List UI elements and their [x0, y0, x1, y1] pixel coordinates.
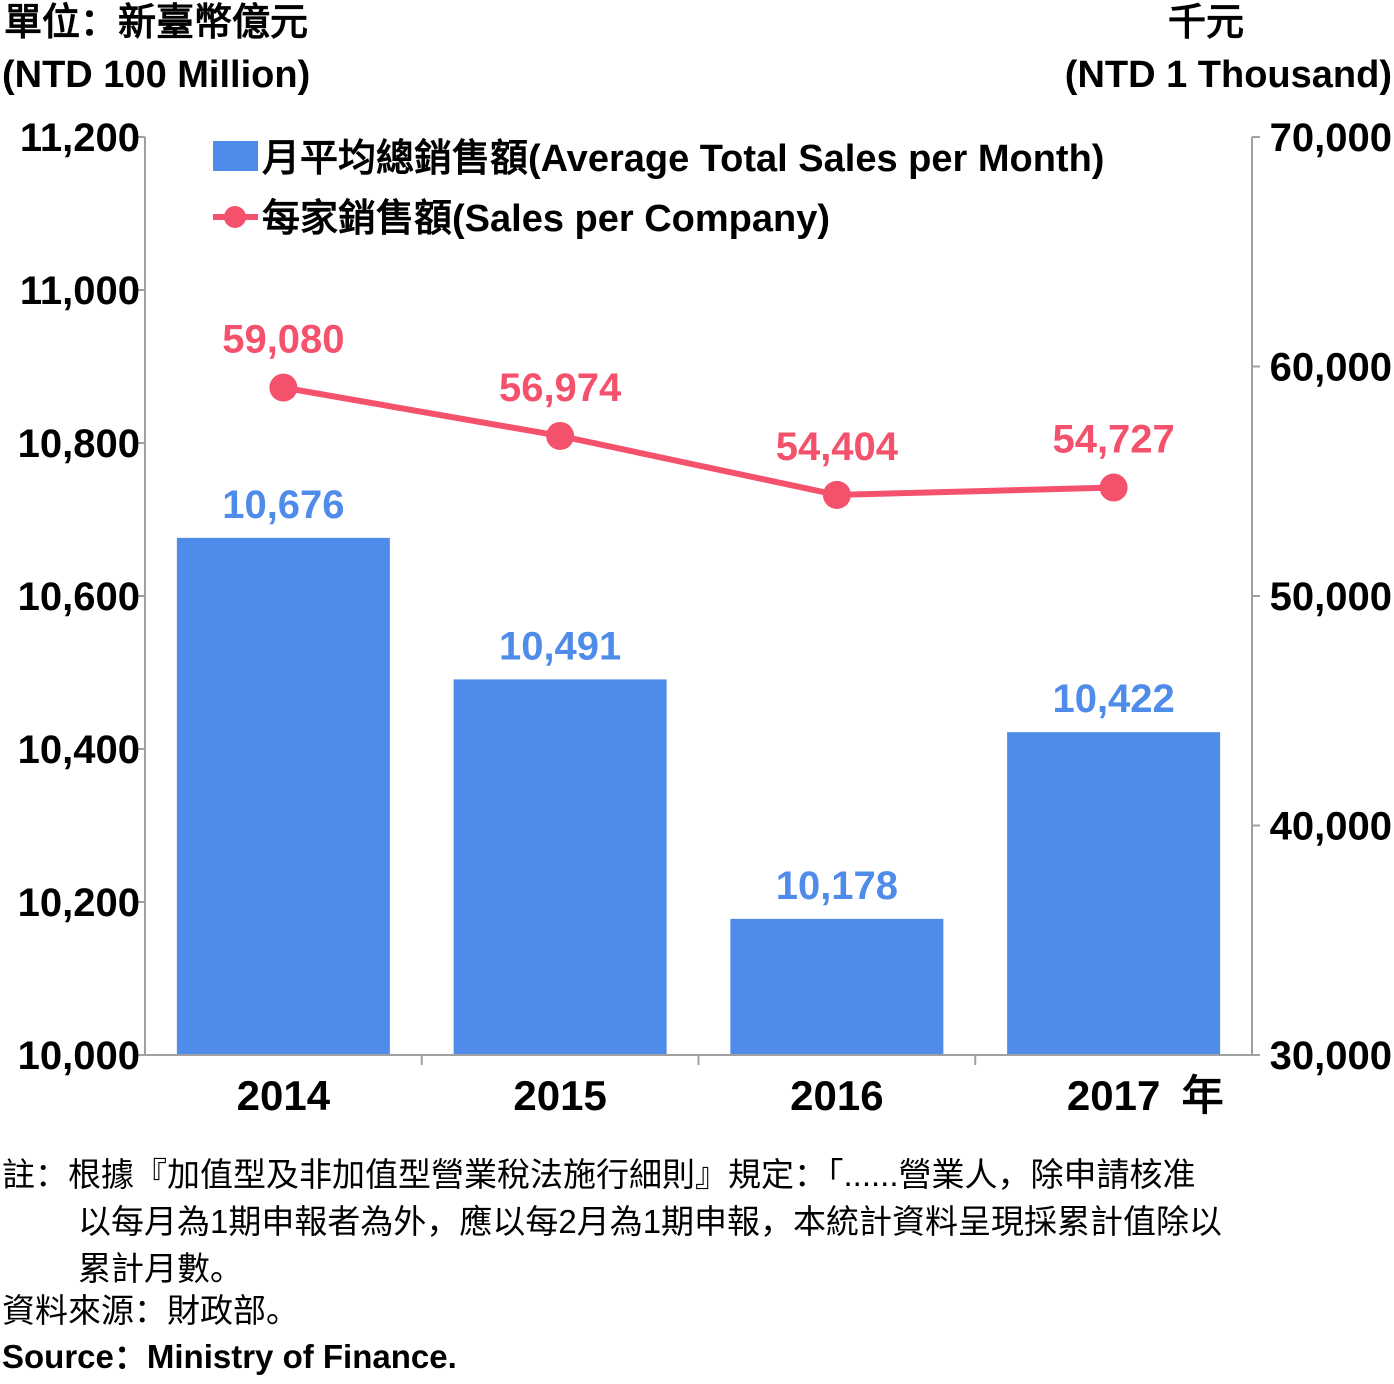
line-data-label: 54,404: [776, 425, 899, 469]
right-axis-unit-zh: 千元: [1167, 2, 1244, 44]
right-axis-tick-label: 70,000: [1270, 116, 1392, 160]
left-axis-tick-label: 10,400: [18, 728, 140, 772]
left-axis-tick-label: 10,200: [18, 881, 140, 925]
x-axis-category-label: 2015: [513, 1072, 606, 1119]
bar: [730, 918, 944, 1055]
bar-data-label: 10,178: [776, 864, 898, 908]
line-data-label: 54,727: [1052, 418, 1174, 462]
left-axis-tick-label: 10,000: [18, 1034, 140, 1078]
footnote-line-1: 註：根據『加值型及非加值型營業稅法施行細則』規定：「......營業人，除申請核…: [2, 1156, 1196, 1193]
legend-line-label: 每家銷售額(Sales per Company): [262, 198, 830, 240]
bar-data-label: 10,491: [499, 624, 621, 668]
right-axis-tick-label: 60,000: [1270, 346, 1392, 390]
line-point: [822, 480, 851, 509]
bar: [176, 537, 390, 1055]
right-axis-tick-label: 50,000: [1270, 575, 1392, 619]
right-axis-tick-label: 30,000: [1270, 1034, 1392, 1078]
left-axis-tick-label: 10,600: [18, 575, 140, 619]
source-en: Source：Ministry of Finance.: [2, 1338, 457, 1375]
source-zh: 資料來源：財政部。: [2, 1292, 299, 1329]
left-axis-unit-zh: 單位：新臺幣億元: [4, 2, 309, 44]
left-axis-unit-en: (NTD 100 Million): [2, 54, 311, 96]
line-point: [269, 373, 298, 402]
x-axis-unit-label: 年: [1182, 1072, 1224, 1119]
line-data-label: 56,974: [499, 366, 622, 410]
line-series: [282, 384, 1114, 498]
line-point: [546, 421, 575, 450]
bar-data-label: 10,676: [222, 483, 344, 527]
footnote-line-2: 以每月為1期申報者為外，應以每2月為1期申報，本統計資料呈現採累計值除以: [78, 1203, 1223, 1240]
line-point: [1099, 473, 1128, 502]
left-axis-tick-label: 11,200: [20, 116, 140, 160]
footnote-line-3: 累計月數。: [78, 1250, 243, 1287]
x-axis-category-label: 2014: [237, 1072, 331, 1119]
line-data-label: 59,080: [222, 318, 344, 362]
bar-data-label: 10,422: [1052, 677, 1174, 721]
left-axis-tick-label: 11,000: [20, 269, 140, 313]
legend-line-marker: [224, 206, 246, 228]
x-axis-category-label: 2017: [1067, 1072, 1160, 1119]
right-axis-unit-en: (NTD 1 Thousand): [1064, 54, 1392, 96]
left-axis-tick-label: 10,800: [18, 422, 140, 466]
legend-bar-swatch: [213, 141, 258, 171]
right-axis-tick-label: 40,000: [1270, 805, 1392, 849]
bar: [1007, 732, 1221, 1055]
bar: [453, 679, 667, 1055]
x-axis-category-label: 2016: [790, 1072, 883, 1119]
combo-chart: 10,000 10,200 10,400 10,600 10,800 11,000 11,2…: [18, 116, 1392, 1119]
legend-bar-label: 月平均總銷售額(Average Total Sales per Month): [262, 138, 1104, 180]
